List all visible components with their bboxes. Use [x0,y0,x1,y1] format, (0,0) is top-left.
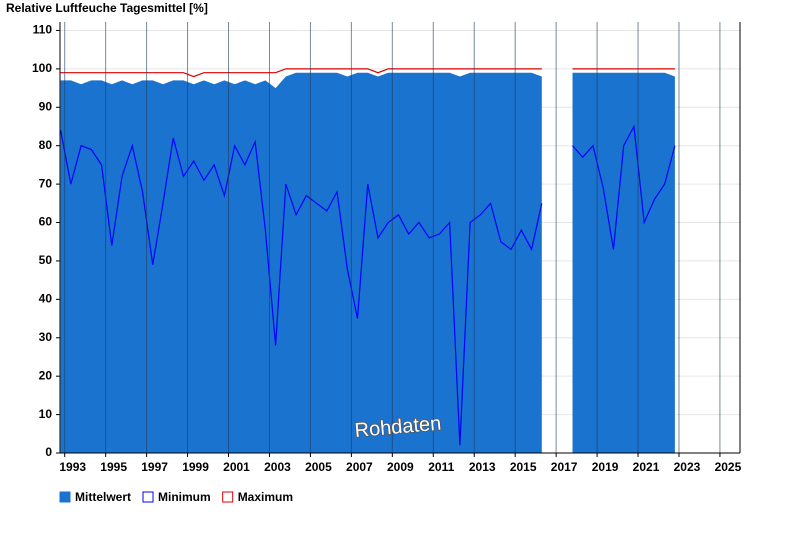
x-tick-label: 2025 [715,460,742,474]
x-tick-label: 2017 [551,460,578,474]
legend-label: Minimum [158,490,211,504]
x-tick-label: 2015 [510,460,537,474]
x-tick-label: 2019 [592,460,619,474]
y-tick-label: 70 [39,176,53,190]
x-tick-label: 1997 [141,460,168,474]
legend-item: Maximum [222,490,293,504]
y-tick-label: 30 [39,330,53,344]
legend-label: Maximum [238,490,293,504]
mean-area [60,72,727,454]
x-tick-label: 2001 [223,460,250,474]
y-tick-label: 80 [39,138,53,152]
y-tick-label: 20 [39,368,53,382]
x-tick-label: 1995 [100,460,127,474]
x-tick-label: 2011 [428,460,454,474]
y-tick-label: 10 [39,407,53,421]
y-tick-label: 50 [39,253,53,267]
y-tick-label: 40 [39,292,53,306]
legend-swatch [222,491,234,503]
y-tick-label: 60 [39,215,53,229]
y-tick-label: 100 [32,61,52,75]
x-tick-label: 2013 [469,460,496,474]
legend-item: Mittelwert [59,490,131,504]
chart-title: Relative Luftfeuche Tagesmittel [%] [6,1,208,15]
x-tick-label: 2023 [674,460,701,474]
x-tick-label: 2005 [305,460,332,474]
x-tick-label: 2009 [387,460,414,474]
legend-item: Minimum [142,490,211,504]
x-tick-label: 2021 [633,460,660,474]
x-tick-label: 2003 [264,460,291,474]
y-tick-label: 90 [39,99,53,113]
x-tick-label: 1993 [59,460,86,474]
x-tick-label: 1999 [182,460,209,474]
x-tick-label: 2007 [346,460,373,474]
legend-label: Mittelwert [75,490,131,504]
legend-swatch [59,491,71,503]
y-tick-label: 0 [45,445,52,459]
y-tick-label: 110 [33,23,53,37]
legend-swatch [142,491,154,503]
